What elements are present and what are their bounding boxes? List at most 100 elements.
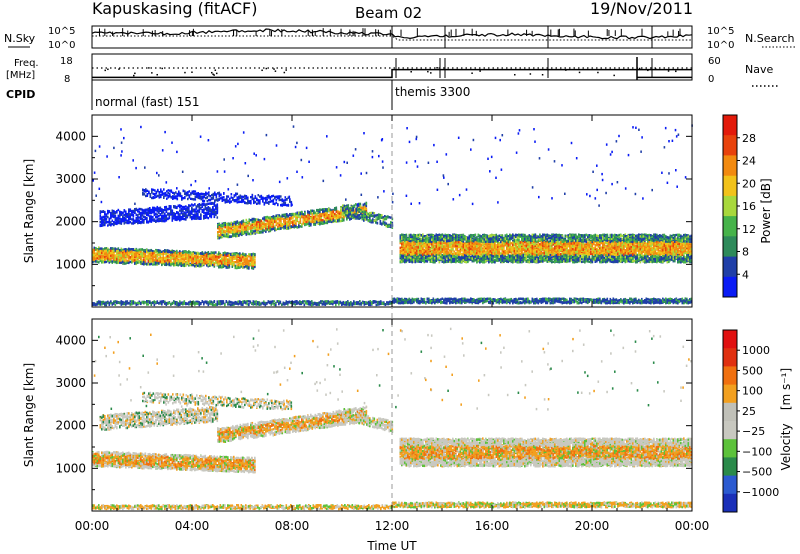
power-cell (629, 298, 631, 300)
power-cell (116, 253, 118, 255)
power-cell (140, 303, 142, 305)
power-cell (265, 216, 267, 218)
nave-dot (613, 75, 615, 77)
nave-dot (471, 72, 473, 74)
power-cell (106, 213, 108, 215)
power-cell (217, 207, 219, 209)
power-cell (133, 222, 135, 224)
power-cell (226, 260, 228, 262)
power-cell (191, 264, 193, 266)
nave-dot (597, 72, 599, 74)
power-cell (194, 260, 196, 262)
power-cell (304, 300, 306, 302)
power-cell (166, 217, 168, 219)
power-cell (100, 252, 102, 254)
power-cell (464, 302, 466, 304)
power-cell (323, 301, 325, 303)
power-cell (143, 250, 145, 252)
power-cell (179, 259, 181, 261)
power-cell (134, 259, 136, 261)
power-cell (113, 223, 115, 225)
power-cell (98, 248, 100, 250)
power-cell (255, 218, 257, 220)
power-cell (197, 261, 199, 263)
power-cell (130, 261, 132, 263)
power-cell (409, 298, 411, 300)
power-cell (175, 257, 177, 259)
power-cell (247, 259, 249, 261)
power-cell (137, 302, 139, 304)
power-cell (277, 300, 279, 302)
power-cell (208, 255, 210, 257)
power-cell (311, 300, 313, 302)
nave-dot (134, 73, 136, 75)
power-cell (236, 261, 238, 263)
power-cell (142, 217, 144, 219)
power-cell (127, 222, 129, 224)
power-cell (128, 248, 130, 250)
power-cell (404, 302, 406, 304)
power-cell (220, 302, 222, 304)
noise-right-tick-bottom: 10^0 (707, 40, 734, 51)
power-cell (394, 298, 396, 300)
power-cell (502, 301, 504, 303)
power-cell (104, 303, 106, 305)
power-cell (149, 219, 151, 221)
power-cell (637, 301, 639, 303)
power-cell (137, 252, 139, 254)
power-cell (151, 212, 153, 214)
power-cell (173, 263, 175, 265)
power-cell (659, 300, 661, 302)
power-cell (146, 214, 148, 216)
power-cell (170, 251, 172, 253)
power-cell (121, 259, 123, 261)
power-cell (172, 209, 174, 211)
power-cell (164, 260, 166, 262)
power-cell (149, 255, 151, 257)
power-cell (103, 248, 105, 250)
power-cell (160, 260, 162, 262)
power-cell (514, 298, 516, 300)
power-cell (230, 260, 232, 262)
power-cell (116, 258, 118, 260)
power-cell (206, 261, 208, 263)
power-cell (101, 301, 103, 303)
power-cell (478, 302, 480, 304)
power-cell (319, 304, 321, 306)
freq-left-tick-top: 18 (60, 56, 73, 67)
power-cell (232, 263, 234, 265)
power-cell (107, 221, 109, 223)
power-cell (535, 299, 537, 301)
power-cell (279, 214, 281, 216)
power-cell (259, 301, 261, 303)
power-cell (119, 222, 121, 224)
power-cell (264, 216, 266, 218)
power-cell (145, 257, 147, 259)
power-cell (199, 260, 201, 262)
power-cell (301, 301, 303, 303)
power-cell (264, 223, 266, 225)
power-cell (241, 255, 243, 257)
power-cell (526, 298, 528, 300)
power-cell (199, 301, 201, 303)
power-cell (148, 303, 150, 305)
power-cell (191, 255, 193, 257)
power-cell (272, 300, 274, 302)
power-cell (226, 262, 228, 264)
power-cell (100, 302, 102, 304)
power-cell (267, 226, 269, 228)
power-cell (455, 298, 457, 300)
power-cell (256, 303, 258, 305)
power-cell (205, 216, 207, 218)
power-cell (115, 304, 117, 306)
power-cell (221, 300, 223, 302)
power-cell (398, 302, 400, 304)
power-cell (131, 214, 133, 216)
power-cell (181, 252, 183, 254)
power-cell (124, 220, 126, 222)
power-cell (370, 302, 372, 304)
power-cell (112, 260, 114, 262)
power-cell (451, 298, 453, 300)
nave-dot (191, 71, 193, 73)
power-cell (116, 302, 118, 304)
